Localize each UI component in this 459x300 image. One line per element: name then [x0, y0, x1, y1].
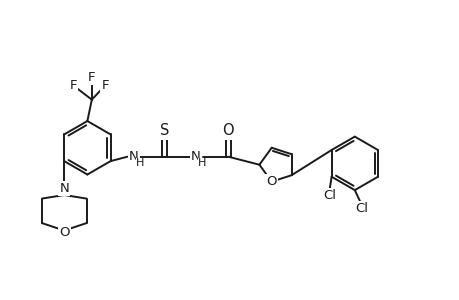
- Text: S: S: [160, 123, 169, 138]
- Text: O: O: [222, 123, 234, 138]
- Text: Cl: Cl: [322, 189, 335, 202]
- Text: N: N: [59, 182, 69, 195]
- Text: O: O: [266, 175, 276, 188]
- Text: O: O: [59, 226, 69, 239]
- Text: F: F: [69, 79, 77, 92]
- Text: Cl: Cl: [354, 202, 367, 215]
- Text: H: H: [135, 158, 144, 168]
- Text: F: F: [101, 79, 109, 92]
- Text: N: N: [191, 150, 201, 163]
- Text: N: N: [129, 150, 138, 163]
- Text: H: H: [198, 158, 206, 168]
- Text: F: F: [88, 71, 95, 84]
